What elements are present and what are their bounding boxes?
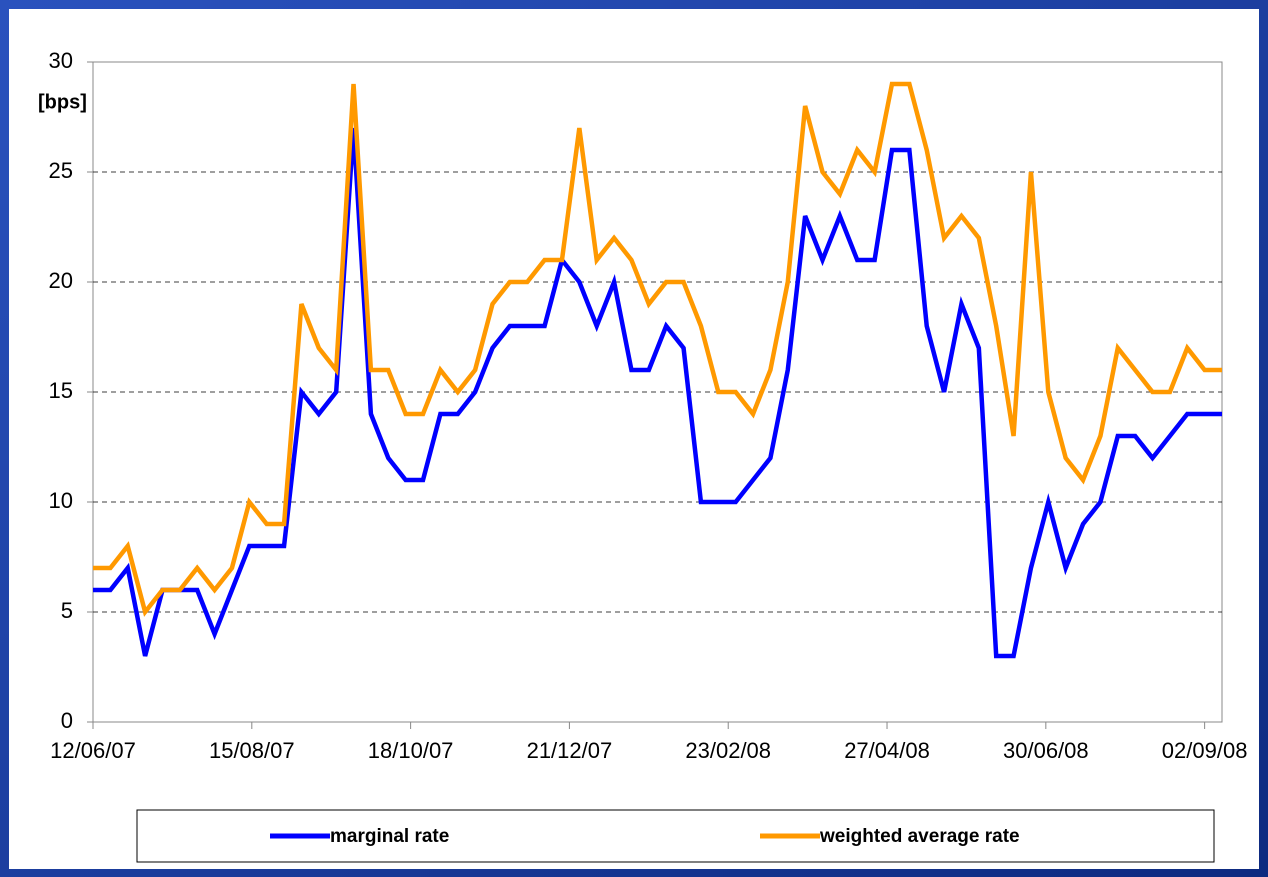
legend-label: weighted average rate (819, 826, 1020, 847)
x-tick-label: 18/10/07 (368, 738, 454, 763)
x-tick-label: 15/08/07 (209, 738, 295, 763)
legend-label: marginal rate (330, 826, 449, 847)
x-tick-label: 12/06/07 (50, 738, 136, 763)
y-tick-label: 15 (49, 378, 73, 403)
y-tick-label: 20 (49, 268, 73, 293)
y-tick-label: 0 (61, 708, 73, 733)
x-tick-label: 27/04/08 (844, 738, 930, 763)
line-series (93, 81, 1222, 617)
y-tick-label: 30 (49, 48, 73, 73)
y-tick-label: 5 (61, 598, 73, 623)
line-series (93, 127, 1222, 659)
y-tick-label: 25 (49, 158, 73, 183)
x-tick-label: 23/02/08 (685, 738, 771, 763)
y-axis-label: [bps] (38, 91, 87, 113)
x-tick-label: 21/12/07 (527, 738, 613, 763)
x-tick-label: 02/09/08 (1162, 738, 1248, 763)
x-tick-label: 30/06/08 (1003, 738, 1089, 763)
panel (9, 9, 1259, 869)
y-tick-label: 10 (49, 488, 73, 513)
